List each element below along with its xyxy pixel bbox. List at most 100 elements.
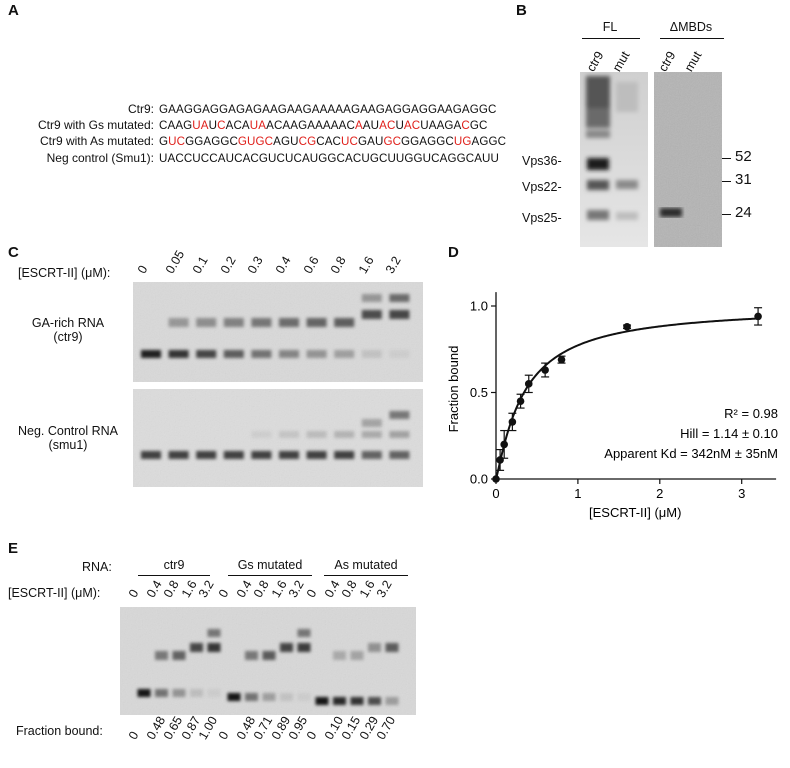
nucleotide: C <box>183 151 193 165</box>
gel-band <box>196 318 217 327</box>
marker-label-52: 52 <box>735 148 752 165</box>
nucleotide: U <box>159 151 168 165</box>
nucleotide: C <box>264 134 274 148</box>
nucleotide: A <box>322 118 331 132</box>
nucleotide: A <box>290 118 299 132</box>
gel-band <box>361 431 382 438</box>
gel-band <box>190 643 203 652</box>
gel-band <box>361 419 382 427</box>
gel2-label-line1: Neg. Control RNA <box>17 424 119 438</box>
e-conc-1-0: 0 <box>215 586 232 600</box>
nucleotide: U <box>192 151 201 165</box>
nucleotide: C <box>487 102 497 116</box>
lane-label-b-4: mut <box>681 48 705 74</box>
gel-band <box>245 651 258 660</box>
nucleotide: C <box>431 151 440 165</box>
data-point <box>508 418 517 426</box>
gel-band <box>306 318 327 327</box>
data-point <box>492 475 500 483</box>
c-conc-4: 0.3 <box>245 253 267 276</box>
gel2-label: Neg. Control RNA (smu1) <box>8 424 128 452</box>
panel-letter-d: D <box>448 244 459 261</box>
nucleotide: C <box>386 118 396 132</box>
e-conc-2-4: 3.2 <box>373 577 395 600</box>
gel2-label-line2: (smu1) <box>48 438 88 452</box>
c-conc-label: [ESCRT-II] (μM): <box>18 266 111 280</box>
blot-dmbd <box>654 72 722 247</box>
y-tick-label: 0.5 <box>470 385 488 400</box>
gel-band <box>207 643 221 652</box>
gel-band <box>141 350 161 358</box>
e-fraction-0-0: 0 <box>125 728 142 742</box>
gel-band <box>297 693 311 701</box>
nucleotide: A <box>301 151 310 165</box>
binding-chart: 0 1 2 3 0.0 0.5 1.0 [ESCRT-II] (μM) Fraction bou… <box>446 292 778 520</box>
nucleotide: U <box>268 151 277 165</box>
nucleotide: U <box>208 118 218 132</box>
nucleotide: U <box>341 134 350 148</box>
nucleotide: G <box>375 102 385 116</box>
nucleotide: A <box>175 118 184 132</box>
nucleotide: C <box>229 134 238 148</box>
nucleotide: A <box>362 118 371 132</box>
nucleotide: C <box>276 151 285 165</box>
nucleotide: U <box>225 151 235 165</box>
nucleotide: G <box>185 134 195 148</box>
nucleotide: U <box>370 118 380 132</box>
nucleotide: A <box>379 118 387 132</box>
lane-label-b-2: mut <box>609 48 633 74</box>
x-axis-label: [ESCRT-II] (μM) <box>589 505 681 520</box>
nucleotide: G <box>159 102 169 116</box>
nucleotide: A <box>241 118 250 132</box>
nucleotide: G <box>447 151 457 165</box>
nucleotide: A <box>167 151 176 165</box>
nucleotide: U <box>309 151 319 165</box>
nucleotide: C <box>298 134 308 148</box>
group-label-fl: FL <box>602 20 618 34</box>
nucleotide: G <box>418 102 428 116</box>
nucleotide: A <box>175 102 184 116</box>
x-tick-label: 2 <box>656 486 663 501</box>
nucleotide: A <box>286 102 295 116</box>
gel-band <box>350 697 364 705</box>
panel-letter-c: C <box>8 244 19 261</box>
nucleotide: U <box>284 151 294 165</box>
gel-band <box>137 689 151 697</box>
nucleotide: G <box>444 118 454 132</box>
gel-band <box>207 689 221 697</box>
nucleotide: A <box>345 151 353 165</box>
e-conc-2-0: 0 <box>303 586 320 600</box>
gel-band <box>251 451 272 459</box>
seq-label-2: Ctr9 with Gs mutated: <box>37 118 154 132</box>
nucleotide: A <box>203 134 212 148</box>
nucleotide: C <box>346 118 355 132</box>
gel1-label: GA-rich RNA (ctr9) <box>18 316 118 344</box>
e-conc-2-2: 0.8 <box>338 577 360 600</box>
nucleotide: G <box>383 134 393 148</box>
e-conc-1-4: 3.2 <box>285 577 307 600</box>
gel-band <box>207 629 221 637</box>
c-conc-2: 0.1 <box>190 253 211 276</box>
nucleotide: A <box>307 118 316 132</box>
nucleotide: C <box>336 151 346 165</box>
panel-letter-b: B <box>516 2 527 19</box>
marker-tick-31 <box>722 181 731 182</box>
nucleotide: G <box>478 102 488 116</box>
nucleotide: U <box>361 151 370 165</box>
nucleotide: C <box>273 118 283 132</box>
nucleotide: C <box>233 118 242 132</box>
nucleotide: G <box>427 102 438 116</box>
marker-label-24: 24 <box>735 204 752 221</box>
nucleotide: A <box>338 118 347 132</box>
nucleotide: C <box>445 134 454 148</box>
nucleotide: G <box>479 134 489 148</box>
gel-band <box>251 431 272 438</box>
nucleotide: G <box>307 134 317 148</box>
nucleotide: A <box>225 118 234 132</box>
gel-band <box>172 651 186 660</box>
stat-kd: Apparent Kd = 342nM ± 35nM <box>604 446 778 461</box>
seq-text-2: CAAGUAUCACAUAACAAGAAAAACAAUACUACUAAGACGC <box>159 119 487 132</box>
nucleotide: A <box>167 118 176 132</box>
nucleotide: A <box>273 134 281 148</box>
nucleotide: A <box>403 118 412 132</box>
